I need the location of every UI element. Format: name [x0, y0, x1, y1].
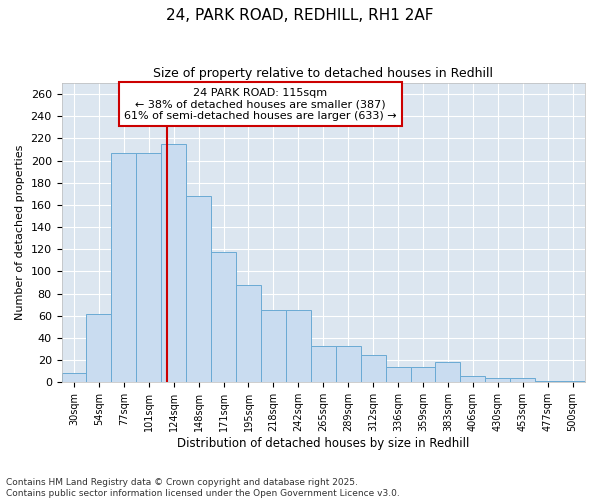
Bar — [186, 196, 211, 382]
Y-axis label: Number of detached properties: Number of detached properties — [15, 145, 25, 320]
Bar — [286, 310, 311, 382]
X-axis label: Distribution of detached houses by size in Redhill: Distribution of detached houses by size … — [177, 437, 469, 450]
Bar — [535, 381, 560, 382]
Bar — [410, 367, 436, 382]
Bar — [261, 310, 286, 382]
Bar — [211, 252, 236, 382]
Bar — [161, 144, 186, 382]
Bar — [510, 378, 535, 382]
Bar — [361, 354, 386, 382]
Text: Contains HM Land Registry data © Crown copyright and database right 2025.
Contai: Contains HM Land Registry data © Crown c… — [6, 478, 400, 498]
Bar — [460, 376, 485, 382]
Bar — [311, 346, 336, 383]
Bar — [62, 374, 86, 382]
Bar — [236, 285, 261, 382]
Text: 24 PARK ROAD: 115sqm
← 38% of detached houses are smaller (387)
61% of semi-deta: 24 PARK ROAD: 115sqm ← 38% of detached h… — [124, 88, 397, 120]
Text: 24, PARK ROAD, REDHILL, RH1 2AF: 24, PARK ROAD, REDHILL, RH1 2AF — [166, 8, 434, 22]
Bar — [86, 314, 112, 382]
Bar — [485, 378, 510, 382]
Bar — [560, 381, 585, 382]
Bar — [386, 367, 410, 382]
Title: Size of property relative to detached houses in Redhill: Size of property relative to detached ho… — [153, 68, 493, 80]
Bar — [136, 153, 161, 382]
Bar — [112, 153, 136, 382]
Bar — [336, 346, 361, 383]
Bar — [436, 362, 460, 382]
